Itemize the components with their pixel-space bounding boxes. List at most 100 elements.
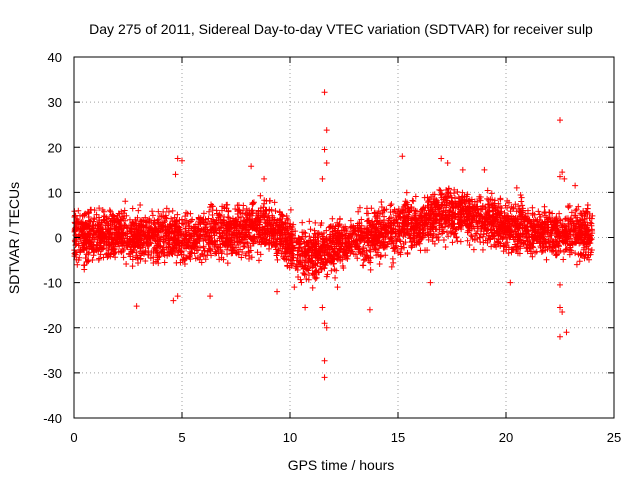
data-point	[129, 205, 136, 212]
data-point	[224, 214, 231, 221]
data-point	[443, 229, 450, 236]
outlier-point	[438, 155, 445, 162]
data-point	[587, 219, 594, 226]
data-point	[479, 202, 486, 209]
data-point	[500, 248, 507, 255]
data-point	[305, 276, 312, 283]
outlier-point	[207, 293, 214, 300]
data-point	[365, 210, 372, 217]
data-point	[407, 225, 414, 232]
data-point	[112, 254, 119, 261]
outlier-point	[319, 304, 326, 311]
data-point	[182, 225, 189, 232]
data-point	[166, 240, 173, 247]
data-point	[382, 252, 389, 259]
y-tick-label: -40	[43, 411, 62, 426]
data-point	[328, 259, 335, 266]
data-point	[240, 202, 247, 209]
data-point	[135, 207, 142, 214]
data-point	[403, 189, 410, 196]
data-point	[529, 204, 536, 211]
data-point	[71, 253, 78, 260]
data-point	[433, 234, 440, 241]
data-point	[142, 214, 149, 221]
data-point	[255, 257, 262, 264]
data-point	[336, 216, 343, 223]
outlier-point	[261, 175, 268, 182]
outlier-point	[248, 163, 255, 170]
data-point	[326, 224, 333, 231]
y-tick-label: -30	[43, 366, 62, 381]
data-point	[412, 193, 419, 200]
data-point	[479, 246, 486, 253]
data-point	[581, 255, 588, 262]
data-point	[156, 213, 163, 220]
y-tick-label: 40	[48, 50, 62, 65]
data-point	[191, 250, 198, 257]
data-point	[260, 204, 267, 211]
data-point	[513, 231, 520, 238]
data-point	[576, 258, 583, 265]
data-point	[244, 212, 251, 219]
outlier-point	[274, 288, 281, 295]
data-point	[354, 255, 361, 262]
x-tick-label: 25	[607, 430, 621, 445]
data-point	[257, 192, 264, 199]
data-point	[174, 252, 181, 259]
data-point	[154, 217, 161, 224]
data-point	[299, 219, 306, 226]
data-point	[317, 222, 324, 229]
y-tick-label: 10	[48, 185, 62, 200]
data-point	[363, 205, 370, 212]
data-point	[340, 227, 347, 234]
data-point	[452, 214, 459, 221]
data-point	[408, 242, 415, 249]
data-point	[250, 200, 257, 207]
outlier-point	[459, 166, 466, 173]
data-point	[205, 215, 212, 222]
outlier-point	[172, 171, 179, 178]
x-axis-label: GPS time / hours	[288, 457, 395, 473]
y-tick-label: -20	[43, 321, 62, 336]
data-point	[129, 256, 136, 263]
data-point	[388, 224, 395, 231]
data-point	[174, 211, 181, 218]
data-point	[149, 208, 156, 215]
data-point	[584, 202, 591, 209]
outlier-point	[323, 160, 330, 167]
data-point	[529, 253, 536, 260]
data-point	[455, 198, 462, 205]
outlier-point	[366, 306, 373, 313]
data-point	[452, 226, 459, 233]
data-point	[488, 243, 495, 250]
data-point	[588, 220, 595, 227]
data-point	[309, 270, 316, 277]
outlier-point	[170, 297, 177, 304]
data-point	[299, 229, 306, 236]
data-point	[447, 228, 454, 235]
data-point	[378, 198, 385, 205]
data-point	[85, 210, 92, 217]
data-point	[245, 244, 252, 251]
data-point	[225, 214, 232, 221]
data-point	[243, 250, 250, 257]
outlier-point	[334, 284, 341, 291]
outlier-point	[481, 166, 488, 173]
data-point	[75, 207, 82, 214]
data-point	[488, 190, 495, 197]
data-point	[356, 204, 363, 211]
data-point	[266, 197, 273, 204]
data-point	[161, 259, 168, 266]
x-tick-label: 20	[499, 430, 513, 445]
data-point	[295, 258, 302, 265]
data-point	[149, 212, 156, 219]
data-point	[138, 218, 145, 225]
data-point	[249, 199, 256, 206]
data-point	[218, 250, 225, 257]
data-point	[395, 249, 402, 256]
data-point	[332, 274, 339, 281]
data-point	[556, 210, 563, 217]
data-point	[181, 260, 188, 267]
data-point	[266, 206, 273, 213]
data-point	[572, 250, 579, 257]
